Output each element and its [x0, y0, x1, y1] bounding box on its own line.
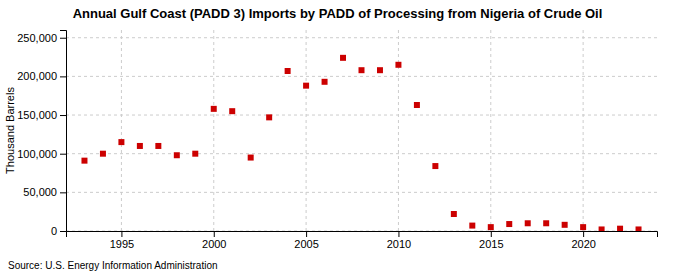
grid-line-x — [213, 30, 214, 231]
point — [599, 226, 605, 231]
y-tick: 200,000 — [17, 70, 66, 82]
y-tick-mark — [60, 154, 66, 155]
y-tick-mark — [60, 115, 66, 116]
y-tick-mark — [60, 192, 66, 193]
point — [506, 221, 512, 227]
x-tick-mark — [398, 231, 399, 237]
x-axis-line — [67, 232, 658, 238]
plot: 1995 2000 2005 2010 2015 2020 0 50,000 100,000 15… — [17, 30, 657, 250]
x-tick: 1995 — [110, 231, 134, 250]
point — [155, 143, 161, 149]
point — [266, 114, 272, 120]
point — [488, 224, 494, 230]
x-tick-mark — [491, 231, 492, 237]
y-axis: 0 50,000 100,000 150,000 200,000 250,000 — [17, 31, 66, 238]
point — [636, 226, 642, 231]
point — [137, 143, 143, 149]
grid-line-x — [583, 30, 584, 231]
grid-line-x — [121, 30, 122, 231]
point — [118, 139, 124, 145]
y-tick-mark — [60, 76, 66, 77]
x-tick-mark — [121, 231, 122, 237]
y-tick-mark — [60, 38, 66, 39]
y-tick: 150,000 — [17, 109, 66, 121]
point — [359, 67, 365, 73]
y-tick: 100,000 — [17, 148, 66, 160]
grid-line-y — [66, 153, 657, 154]
point — [525, 220, 531, 226]
x-tick: 2020 — [571, 231, 595, 250]
y-tick-mark — [60, 231, 66, 232]
point — [340, 55, 346, 61]
x-tick: 2005 — [294, 231, 318, 250]
y-tick-label: 0 — [51, 225, 57, 237]
y-axis-line — [60, 31, 67, 232]
point — [211, 106, 217, 112]
point — [469, 223, 475, 229]
grid-line-x — [398, 30, 399, 231]
grid-line-y — [66, 37, 657, 38]
y-tick: 250,000 — [17, 32, 66, 44]
point — [432, 163, 438, 169]
x-tick-label: 2000 — [202, 238, 226, 250]
point — [192, 151, 198, 157]
y-tick-label: 150,000 — [17, 109, 57, 121]
grid-line-y — [66, 76, 657, 77]
point — [617, 226, 623, 231]
point — [81, 158, 87, 164]
point — [174, 152, 180, 158]
title: Annual Gulf Coast (PADD 3) Imports by PA… — [73, 6, 603, 21]
x-tick-label: 2020 — [571, 238, 595, 250]
point — [377, 67, 383, 73]
x-tick-label: 2005 — [294, 238, 318, 250]
grid-line-y — [66, 115, 657, 116]
x-tick-label: 2010 — [387, 238, 411, 250]
y-tick: 0 — [51, 225, 66, 237]
grid — [66, 30, 657, 231]
grid-line-x — [490, 30, 491, 231]
point — [229, 108, 235, 114]
x-tick: 2000 — [202, 231, 226, 250]
point — [100, 151, 106, 157]
point — [543, 220, 549, 226]
y-tick-label: 50,000 — [23, 186, 57, 198]
y-tick-label: 100,000 — [17, 148, 57, 160]
x-axis: 1995 2000 2005 2010 2015 2020 — [67, 231, 658, 250]
point — [395, 62, 401, 68]
point — [322, 79, 328, 85]
point — [580, 224, 586, 230]
y-tick: 50,000 — [23, 186, 66, 198]
point — [414, 102, 420, 108]
point — [285, 68, 291, 74]
x-tick-mark — [306, 231, 307, 237]
grid-line-x — [306, 30, 307, 231]
x-tick: 2010 — [387, 231, 411, 250]
y-tick-label: 250,000 — [17, 32, 57, 44]
chart: 1995 2000 2005 2010 2015 2020 0 50,000 100,000 15… — [0, 0, 675, 275]
x-tick-label: 2015 — [479, 238, 503, 250]
grid-line-y — [66, 192, 657, 193]
x-tick-label: 1995 — [110, 238, 134, 250]
point — [562, 222, 568, 228]
y-tick-label: 200,000 — [17, 70, 57, 82]
point — [248, 155, 254, 161]
point — [451, 211, 457, 217]
y-axis-title: Thousand Barrels — [4, 87, 16, 174]
x-tick-mark — [583, 231, 584, 237]
annotation: Source: U.S. Energy Information Administ… — [8, 260, 218, 271]
points — [81, 55, 641, 231]
x-tick-mark — [214, 231, 215, 237]
x-tick: 2015 — [479, 231, 503, 250]
point — [303, 83, 309, 89]
